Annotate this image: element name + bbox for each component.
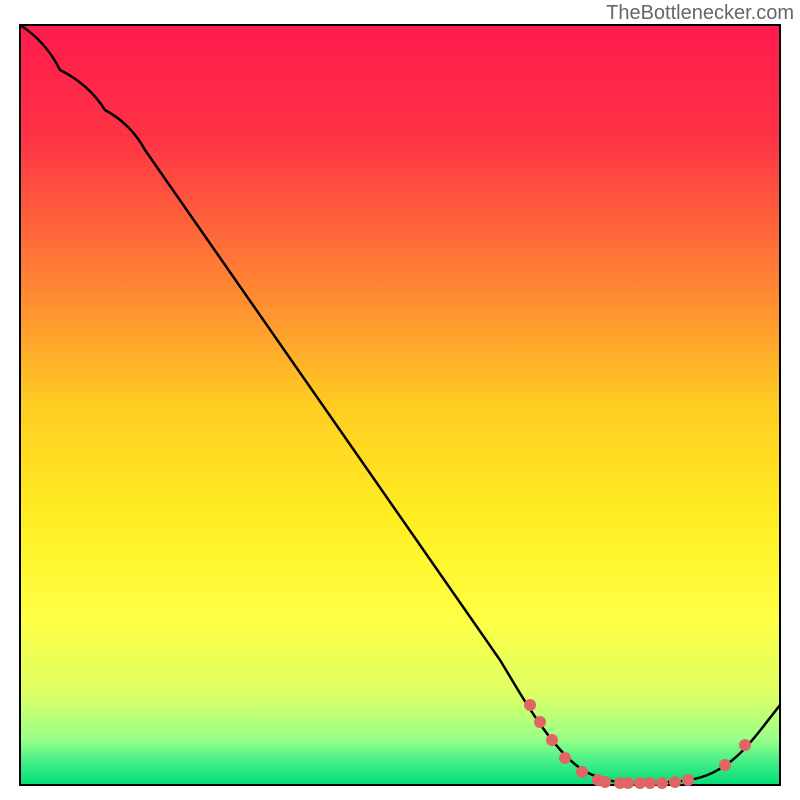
data-point-marker — [546, 734, 558, 746]
data-point-marker — [559, 752, 571, 764]
data-point-marker — [599, 776, 611, 788]
data-point-marker — [739, 739, 751, 751]
chart-background — [20, 25, 780, 785]
data-point-marker — [719, 759, 731, 771]
data-point-marker — [534, 716, 546, 728]
data-point-marker — [524, 699, 536, 711]
data-point-marker — [682, 774, 694, 786]
data-point-marker — [576, 766, 588, 778]
data-point-marker — [656, 777, 668, 789]
data-point-marker — [622, 777, 634, 789]
bottleneck-chart — [0, 0, 800, 800]
data-point-marker — [644, 777, 656, 789]
watermark-text: TheBottleneсker.com — [606, 2, 794, 25]
chart-container: TheBottleneсker.com — [0, 0, 800, 800]
data-point-marker — [669, 776, 681, 788]
